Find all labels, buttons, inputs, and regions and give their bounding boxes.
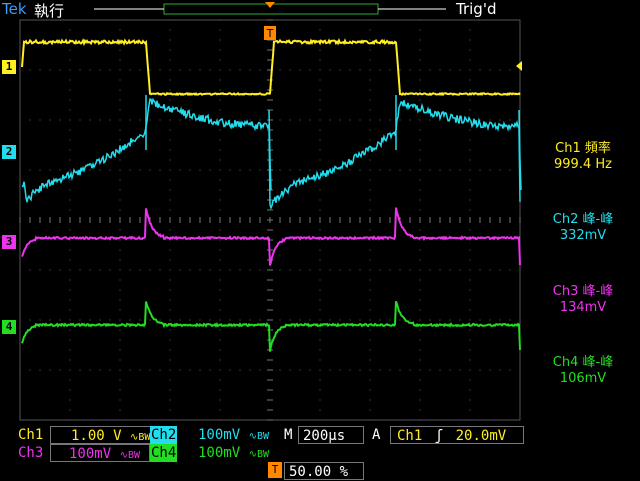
trigger-setting[interactable]: Ch1 ʃ 20.0mV xyxy=(390,426,524,444)
trigger-position-value[interactable]: 50.00 % xyxy=(284,462,364,480)
ch4-scale[interactable]: 100mV ∿BW xyxy=(186,444,310,462)
ch3-label[interactable]: Ch3 xyxy=(18,444,43,462)
waveforms xyxy=(22,41,521,352)
acquisition-status: 執行 xyxy=(34,0,64,21)
ch1-scale-value: 1.00 V xyxy=(71,428,122,444)
ch4-scale-value: 100mV xyxy=(198,445,240,461)
measurement-value: 999.4 Hz xyxy=(526,157,640,173)
measurement-ch3-pk2pk[interactable]: Ch3 峰-峰 134mV xyxy=(526,284,640,316)
settings-bar: Ch1 1.00 V ∿BW Ch2 100mV ∿BW M 200μs A C… xyxy=(0,424,640,480)
measurement-ch1-frequency[interactable]: Ch1 頻率 999.4 Hz xyxy=(526,141,640,173)
bw-limit-icon: ∿BW xyxy=(120,450,140,461)
measurement-value: 106mV xyxy=(526,371,640,387)
ch1-ground-marker[interactable]: 1 xyxy=(2,60,16,74)
bw-limit-icon: ∿BW xyxy=(249,431,269,442)
ch1-label[interactable]: Ch1 xyxy=(18,426,43,444)
trigger-level-marker[interactable] xyxy=(516,61,522,71)
measurement-ch2-pk2pk[interactable]: Ch2 峰-峰 332mV xyxy=(526,212,640,244)
ch3-scale[interactable]: 100mV ∿BW xyxy=(50,444,150,462)
trigger-source: Ch1 xyxy=(397,428,422,444)
rising-edge-icon: ʃ xyxy=(435,428,443,444)
measurement-ch4-pk2pk[interactable]: Ch4 峰-峰 106mV xyxy=(526,355,640,387)
trigger-position-icon: T xyxy=(268,462,282,478)
ch4-ground-marker[interactable]: 4 xyxy=(2,320,16,334)
measurement-label: Ch1 頻率 xyxy=(526,141,640,157)
trigger-status: Trig'd xyxy=(456,0,496,18)
header-bar: Tek 執行 Trig'd xyxy=(0,0,640,20)
trigger-level: 20.0mV xyxy=(456,428,507,444)
measurement-value: 332mV xyxy=(526,228,640,244)
brand-logo: Tek xyxy=(2,0,27,18)
bw-limit-icon: ∿BW xyxy=(249,449,269,460)
ch2-ground-marker[interactable]: 2 xyxy=(2,145,16,159)
measurement-label: Ch4 峰-峰 xyxy=(526,355,640,371)
ch4-label[interactable]: Ch4 xyxy=(150,444,177,462)
measurement-label: Ch3 峰-峰 xyxy=(526,284,640,300)
graticule xyxy=(20,20,521,421)
ch3-ground-marker[interactable]: 3 xyxy=(2,235,16,249)
measurement-value: 134mV xyxy=(526,300,640,316)
timebase-label: M xyxy=(284,426,292,444)
ch2-scale-value: 100mV xyxy=(198,427,240,443)
trigger-marker-label: T xyxy=(266,27,274,40)
timebase-value[interactable]: 200μs xyxy=(298,426,364,444)
ch3-scale-value: 100mV xyxy=(69,446,111,462)
bw-limit-icon: ∿BW xyxy=(130,432,150,443)
trigger-mode: A xyxy=(372,426,380,444)
measurement-label: Ch2 峰-峰 xyxy=(526,212,640,228)
ch2-label[interactable]: Ch2 xyxy=(150,426,177,444)
